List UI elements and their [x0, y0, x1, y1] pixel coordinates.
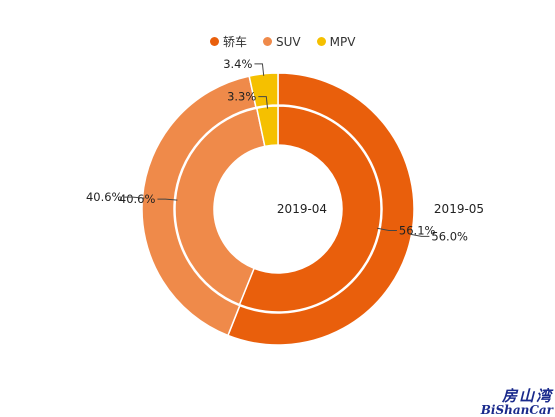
inner-ring-slice-suv[interactable] [174, 107, 266, 306]
rings [141, 72, 415, 346]
outer-data-label-sedan: 56.0% [431, 229, 468, 243]
inner-ring-slice-mpv[interactable] [255, 105, 279, 148]
inner-data-label-suv: 40.6% [119, 192, 156, 206]
watermark-cn: 房山湾 [501, 387, 553, 405]
outer-leader-line-sedan [409, 233, 430, 237]
outer-ring-series-label: 2019-05 [434, 202, 484, 216]
legend-swatch-sedan [210, 37, 219, 46]
outer-leader-line-suv [124, 196, 145, 199]
legend: 轿车 SUV MPV [210, 33, 355, 50]
outer-data-label-suv: 40.6% [86, 190, 123, 204]
inner-ring-slice-sedan[interactable] [238, 105, 382, 313]
inner-data-label-sedan: 56.1% [399, 224, 436, 238]
legend-label-suv: SUV [276, 34, 301, 49]
inner-leader-line-sedan [377, 227, 397, 232]
legend-label-sedan: 轿车 [223, 35, 248, 49]
data-labels: 56.1% 40.6% 3.3% 56.0% 40.6% 3.4% [86, 57, 468, 244]
legend-item-suv[interactable]: SUV [263, 33, 301, 50]
watermark-en: BiShanCar [480, 403, 553, 417]
inner-ring-series-label: 2019-04 [277, 202, 327, 216]
inner-leader-line-suv [157, 198, 178, 201]
inner-leader-line-mpv [258, 96, 269, 109]
outer-ring-slice-mpv[interactable] [248, 72, 279, 109]
legend-swatch-mpv [316, 37, 326, 46]
legend-label-mpv: MPV [329, 34, 356, 49]
legend-item-sedan[interactable]: 轿车 [210, 33, 247, 50]
legend-swatch-suv [263, 37, 273, 46]
outer-ring-slice-sedan[interactable] [226, 72, 415, 346]
outer-data-label-mpv: 3.4% [223, 57, 252, 71]
legend-item-mpv[interactable]: MPV [316, 33, 356, 50]
inner-data-label-mpv: 3.3% [227, 90, 256, 104]
outer-leader-line-mpv [254, 63, 265, 76]
watermark-logo: 房山湾 BiShanCar [480, 387, 553, 417]
